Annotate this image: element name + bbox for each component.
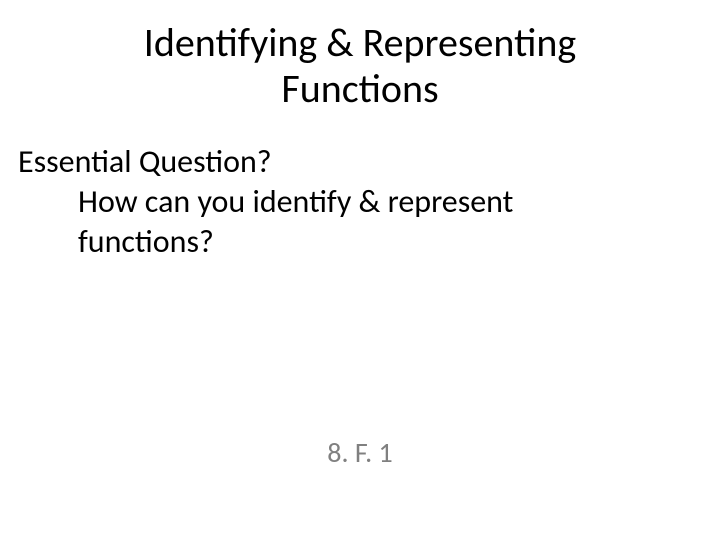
slide-title: Identifying & Representing Functions: [0, 20, 720, 112]
essential-question-label: Essential Question?: [18, 142, 700, 182]
essential-question-text-1: How can you identify & represent: [18, 182, 700, 222]
title-line-2: Functions: [281, 64, 438, 113]
essential-question-text-2: functions?: [18, 222, 700, 262]
title-line-1: Identifying & Representing: [144, 18, 576, 67]
standard-reference: 8. F. 1: [0, 435, 720, 470]
slide-content: Essential Question? How can you identify…: [0, 142, 720, 262]
slide-container: Identifying & Representing Functions Ess…: [0, 20, 720, 560]
